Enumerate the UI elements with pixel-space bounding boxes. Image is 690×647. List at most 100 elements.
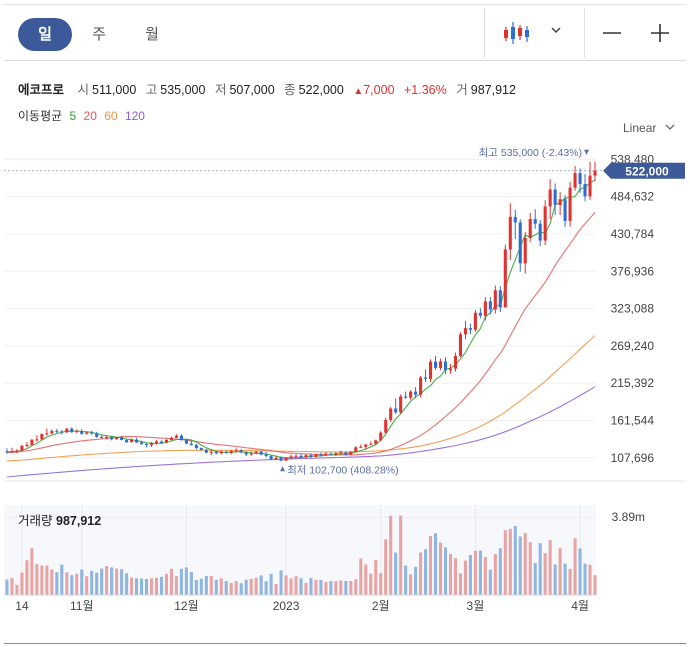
candle-body bbox=[174, 435, 178, 438]
low-value: 507,000 bbox=[229, 83, 275, 97]
volume-bar bbox=[144, 579, 149, 595]
volume-panel-label: 거래량 987,912 bbox=[18, 510, 101, 529]
x-tick-label: 11월 bbox=[70, 599, 94, 613]
candle-body bbox=[70, 428, 74, 433]
volume-bar bbox=[433, 533, 438, 595]
volume-bar bbox=[65, 572, 69, 595]
candle-body bbox=[149, 443, 154, 446]
volume-bar bbox=[399, 515, 403, 595]
volume-bar bbox=[314, 579, 318, 595]
volume-bar bbox=[583, 563, 587, 595]
volume-bar bbox=[60, 564, 64, 595]
candle-body bbox=[443, 361, 448, 371]
change-percent: +1.36% bbox=[404, 83, 447, 97]
candle-body bbox=[573, 173, 577, 188]
volume-bar bbox=[80, 569, 84, 595]
volume-bar bbox=[304, 582, 308, 595]
price-tick-label: 269,240 bbox=[611, 339, 655, 353]
candle-body bbox=[239, 450, 243, 453]
x-tick-label: 12월 bbox=[174, 599, 198, 613]
chevron-down-icon[interactable] bbox=[549, 24, 563, 36]
candle-body bbox=[429, 361, 433, 379]
volume-bar bbox=[30, 548, 34, 595]
volume-bar bbox=[159, 576, 164, 595]
candle-body bbox=[478, 312, 482, 316]
candle-body bbox=[50, 430, 54, 434]
volume-bar bbox=[269, 574, 273, 595]
volume-bar bbox=[563, 563, 567, 595]
minus-icon[interactable] bbox=[601, 22, 623, 44]
candle-body bbox=[513, 216, 517, 223]
volume-bar bbox=[244, 579, 248, 595]
candle-body bbox=[219, 451, 223, 454]
volume-bar bbox=[493, 554, 497, 595]
x-tick-label: 3월 bbox=[467, 599, 485, 613]
ma-5-label: 5 bbox=[69, 109, 77, 123]
volume-bar bbox=[10, 578, 14, 595]
volume-bar bbox=[404, 565, 408, 595]
candle-body bbox=[304, 455, 308, 458]
candle-body bbox=[35, 439, 39, 441]
volume-bar bbox=[429, 536, 433, 595]
volume-bar bbox=[344, 581, 348, 595]
candle-body bbox=[498, 290, 502, 308]
candle-body bbox=[125, 440, 129, 443]
candle-body bbox=[339, 452, 343, 454]
volume-bar bbox=[135, 578, 139, 595]
candle-body bbox=[45, 433, 49, 435]
volume-bar bbox=[169, 568, 173, 595]
candlestick-icon[interactable] bbox=[503, 20, 531, 46]
candle-body bbox=[538, 223, 542, 241]
candle-body bbox=[394, 408, 398, 413]
high-value: 535,000 bbox=[160, 83, 206, 97]
volume-bar bbox=[274, 584, 278, 595]
low-annotation: 최저 102,700 (408.28%) bbox=[287, 464, 399, 476]
candle-body bbox=[90, 432, 94, 434]
candle-body bbox=[40, 434, 44, 440]
candle-body bbox=[249, 453, 253, 455]
volume-bar bbox=[294, 576, 298, 595]
candle-body bbox=[458, 334, 463, 356]
quote-summary: 에코프로 시 511,000 고 535,000 저 507,000 종 522,000… bbox=[18, 79, 522, 98]
candle-body bbox=[120, 437, 124, 441]
tab-daily[interactable]: 일 bbox=[18, 18, 72, 51]
candle-body bbox=[438, 361, 443, 368]
candle-body bbox=[105, 437, 109, 439]
candle-body bbox=[359, 446, 363, 448]
volume-bar bbox=[448, 554, 453, 595]
volume-bar bbox=[334, 581, 338, 595]
candle-body bbox=[503, 249, 507, 308]
header-divider bbox=[4, 60, 686, 61]
candle-body bbox=[379, 432, 383, 441]
candle-body bbox=[55, 430, 59, 432]
plus-icon[interactable] bbox=[649, 22, 671, 44]
volume-bar bbox=[120, 569, 124, 595]
candle-body bbox=[593, 170, 597, 176]
volume-bar bbox=[219, 578, 223, 595]
volume-bar bbox=[249, 578, 253, 595]
tab-monthly[interactable]: 월 bbox=[145, 26, 159, 43]
current-price-label: 522,000 bbox=[625, 164, 669, 178]
scale-selector[interactable]: Linear bbox=[623, 121, 675, 135]
candle-body bbox=[279, 457, 283, 461]
volume-bar bbox=[324, 582, 328, 595]
volume-bar bbox=[438, 542, 443, 595]
tab-weekly[interactable]: 주 bbox=[92, 26, 106, 43]
volume-bar bbox=[139, 578, 144, 595]
candle-body bbox=[60, 431, 64, 433]
candle-body bbox=[15, 450, 19, 452]
x-tick-label: 2월 bbox=[372, 599, 390, 613]
volume-bar bbox=[578, 548, 582, 595]
volume-bar bbox=[254, 577, 258, 595]
close-label: 종 bbox=[284, 83, 296, 97]
ma-120-label: 120 bbox=[124, 109, 145, 123]
volume-current: 987,912 bbox=[56, 514, 102, 528]
volume-bar bbox=[468, 555, 472, 595]
candle-body bbox=[369, 443, 373, 445]
ma-60-label: 60 bbox=[104, 109, 118, 123]
volume-bar bbox=[538, 543, 542, 595]
volume-bar bbox=[503, 530, 507, 595]
volume-bar bbox=[239, 583, 243, 595]
volume-bar bbox=[339, 580, 343, 595]
